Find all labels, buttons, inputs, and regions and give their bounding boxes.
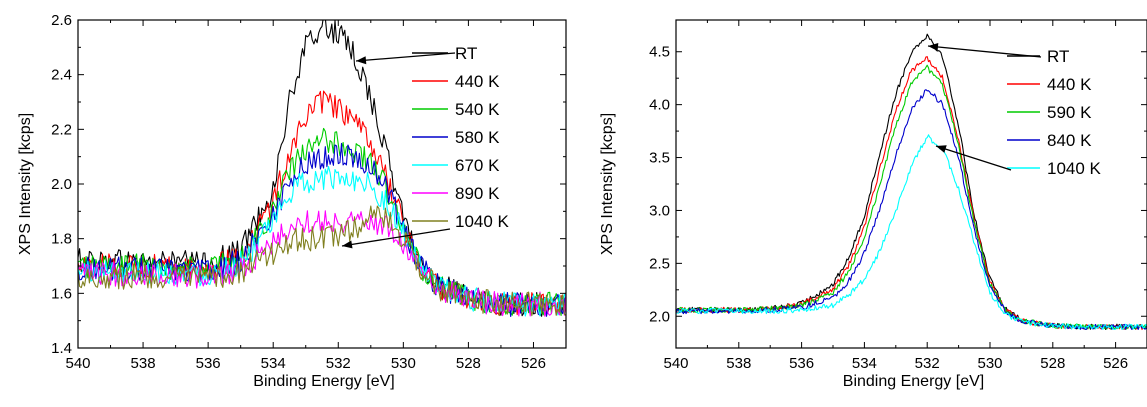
legend-label: 670 K xyxy=(455,156,500,175)
x-tick-label: 526 xyxy=(521,355,546,372)
legend-label: 580 K xyxy=(455,128,500,147)
annotation-arrow xyxy=(927,45,1042,58)
legend-label: RT xyxy=(1047,47,1069,66)
y-tick-label: 1.4 xyxy=(51,340,72,357)
x-tick-label: 536 xyxy=(196,355,221,372)
series-line-440-k xyxy=(676,56,1147,331)
annotation-arrow xyxy=(935,145,1012,171)
arrow-head xyxy=(356,56,367,65)
x-tick-label: 530 xyxy=(391,355,416,372)
legend-item: 440 K xyxy=(1007,75,1092,94)
x-tick-label: 534 xyxy=(261,355,286,372)
legend-item: 1040 K xyxy=(1007,159,1102,178)
series-line-1040-k xyxy=(676,134,1147,330)
x-tick-label: 532 xyxy=(915,355,940,372)
x-tick-label: 538 xyxy=(726,355,751,372)
y-tick-label: 2.0 xyxy=(51,176,72,193)
legend-item: 440 K xyxy=(412,72,500,91)
y-tick-label: 3.0 xyxy=(649,202,670,219)
legend-item: 540 K xyxy=(412,100,500,119)
x-tick-label: 540 xyxy=(663,355,688,372)
y-tick-label: 2.6 xyxy=(51,12,72,29)
legend-item: RT xyxy=(412,44,477,63)
legend-item: 590 K xyxy=(1007,103,1092,122)
y-tick-label: 2.2 xyxy=(51,121,72,138)
x-tick-label: 528 xyxy=(456,355,481,372)
chart-left: 540 538 536 534 532 530 528 526 1.4 1.6 1.8 2.0 2.2 2… xyxy=(17,12,567,390)
series-line-840-k xyxy=(676,89,1147,330)
legend-label: 1040 K xyxy=(1047,159,1102,178)
x-tick-label: 540 xyxy=(65,355,90,372)
chart-right: 540 538 536 534 532 530 528 526 2.0 2.5 3.0 3.5 4.0 4… xyxy=(599,19,1147,390)
legend-label: 440 K xyxy=(455,72,500,91)
legend-label: 590 K xyxy=(1047,103,1092,122)
series-group xyxy=(78,20,566,318)
x-tick-label: 528 xyxy=(1040,355,1065,372)
legend-label: 840 K xyxy=(1047,131,1092,150)
arrow-head xyxy=(928,43,939,51)
y-tick-label: 2.4 xyxy=(51,67,72,84)
legend-item: 1040 K xyxy=(412,212,510,231)
legend-item: 890 K xyxy=(412,184,500,203)
x-axis-label: Binding Energy [eV] xyxy=(843,373,984,390)
legend-label: RT xyxy=(455,44,477,63)
x-tick-label: 530 xyxy=(977,355,1002,372)
x-tick-label: 536 xyxy=(789,355,814,372)
y-tick-label: 2.0 xyxy=(649,308,670,325)
y-tick-label: 3.5 xyxy=(649,150,670,167)
legend-label: 890 K xyxy=(455,184,500,203)
x-tick-label: 538 xyxy=(131,355,156,372)
legend-label: 440 K xyxy=(1047,75,1092,94)
series-group xyxy=(676,33,1147,331)
y-axis-label: XPS Intensity [kcps] xyxy=(599,113,616,255)
series-line-1040-k xyxy=(78,205,566,317)
annotation-arrow xyxy=(355,52,456,62)
legend-label: 1040 K xyxy=(455,212,510,231)
annotation-arrow xyxy=(341,228,451,247)
legend-label: 540 K xyxy=(455,100,500,119)
x-axis-label: Binding Energy [eV] xyxy=(253,373,394,390)
legend-item: 670 K xyxy=(412,156,500,175)
arrow-head xyxy=(936,145,947,153)
y-tick-label: 1.8 xyxy=(51,231,72,248)
x-tick-label: 532 xyxy=(326,355,351,372)
x-tick-label: 534 xyxy=(852,355,877,372)
y-tick-label: 2.5 xyxy=(649,255,670,272)
y-tick-label: 1.6 xyxy=(51,285,72,302)
y-tick-label: 4.5 xyxy=(649,44,670,61)
y-tick-label: 4.0 xyxy=(649,97,670,114)
legend-item: 840 K xyxy=(1007,131,1092,150)
legend-item: 580 K xyxy=(412,128,500,147)
y-axis-label: XPS Intensity [kcps] xyxy=(17,113,34,255)
x-tick-label: 526 xyxy=(1103,355,1128,372)
arrow-head xyxy=(342,240,353,249)
